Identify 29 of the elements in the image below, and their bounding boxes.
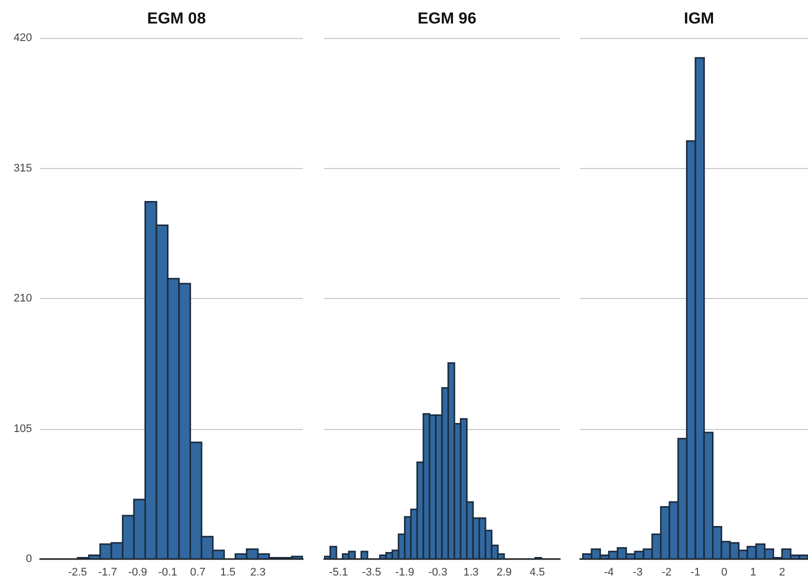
x-tick-label: -0.9 <box>128 566 148 578</box>
x-tick-label: -4 <box>604 566 614 578</box>
x-tick-label: -3 <box>632 566 643 578</box>
chart-title: EGM 96 <box>418 10 476 28</box>
y-tick-label: 210 <box>14 292 32 304</box>
x-tick-label: -5.1 <box>329 566 348 578</box>
x-tick-label: -1.9 <box>395 566 414 578</box>
x-tick-label: 0 <box>721 566 728 578</box>
x-tick-label: -1 <box>690 566 700 578</box>
x-tick-label: -2.5 <box>68 566 88 578</box>
x-tick-label: 4.5 <box>530 566 545 578</box>
chart-title: EGM 08 <box>147 10 206 28</box>
y-tick-label: 420 <box>14 32 32 44</box>
y-tick-label: 105 <box>14 422 32 435</box>
x-tick-label: 2.3 <box>250 566 266 578</box>
x-tick-label: 2 <box>778 566 786 578</box>
y-tick-label: 0 <box>26 553 32 565</box>
x-tick-label: -0.1 <box>158 566 178 578</box>
chart-title: IGM <box>684 10 714 28</box>
x-tick-label: 2.9 <box>496 566 512 578</box>
x-tick-label: -3.5 <box>362 566 382 578</box>
x-tick-label: 1 <box>750 566 756 578</box>
x-tick-label: 1.3 <box>463 566 479 578</box>
y-tick-label: 315 <box>14 162 32 174</box>
x-tick-label: -1.7 <box>98 566 118 578</box>
x-tick-label: 1.5 <box>220 566 236 578</box>
x-tick-label: -2 <box>662 566 672 578</box>
x-tick-label: 0.7 <box>190 566 206 578</box>
x-tick-label: -0.3 <box>428 566 448 578</box>
